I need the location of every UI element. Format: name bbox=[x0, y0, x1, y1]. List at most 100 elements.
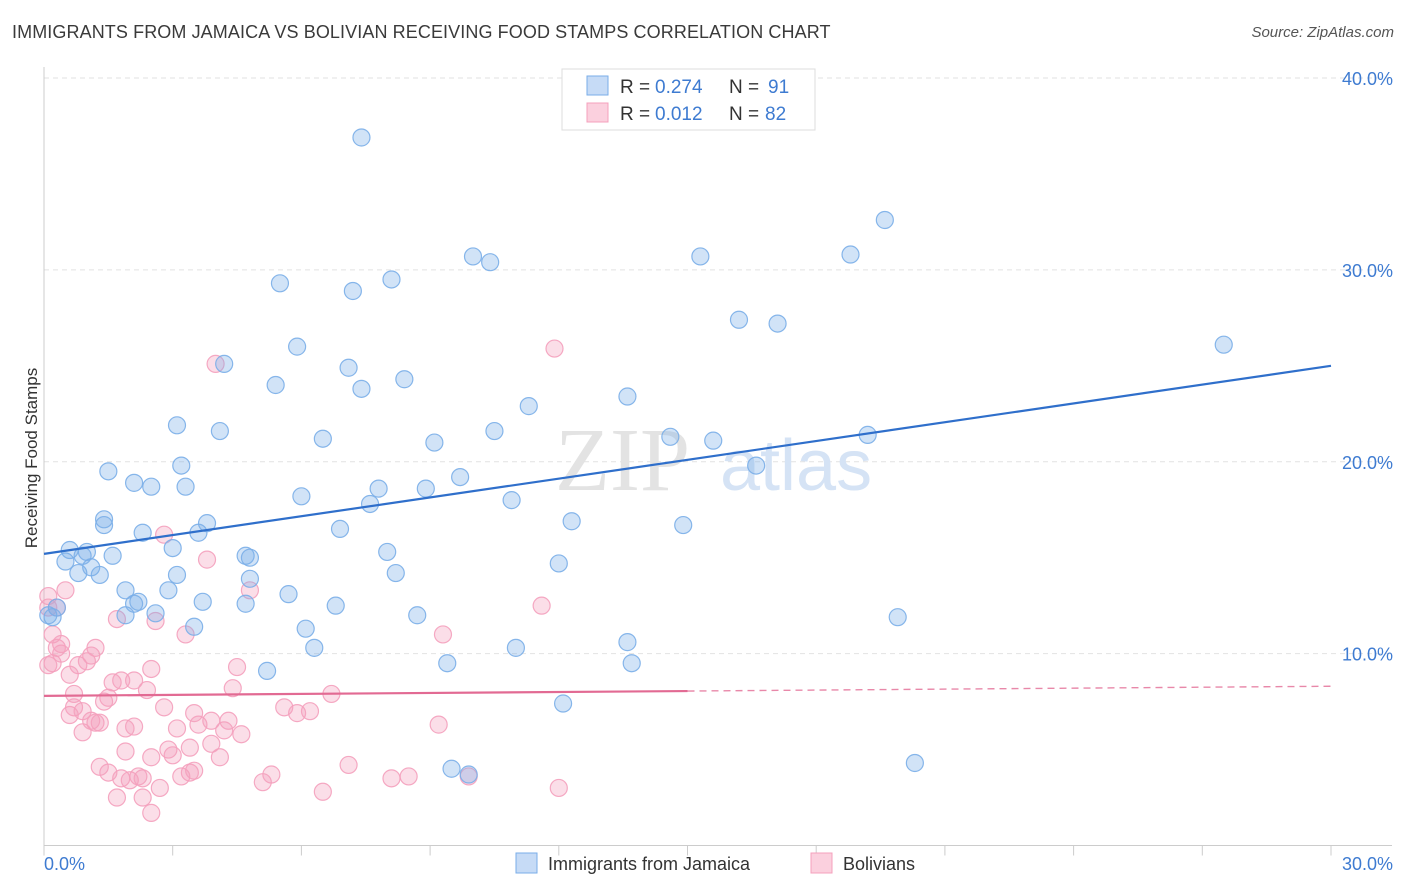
jamaica-trend-line-solid bbox=[43, 364, 1332, 555]
bolivian-point bbox=[64, 698, 84, 717]
bolivian-point bbox=[549, 778, 568, 798]
bolivian-point bbox=[124, 717, 144, 736]
source-credit: Source: ZipAtlas.com bbox=[1251, 24, 1394, 41]
bolivian-point bbox=[300, 702, 320, 721]
bolivian-points bbox=[39, 339, 568, 822]
bolivian-point bbox=[39, 656, 58, 675]
series-legend: Immigrants from Jamaica Bolivians bbox=[515, 852, 915, 874]
jamaica-point bbox=[185, 617, 204, 636]
jamaica-r-value: 0.274 bbox=[655, 77, 703, 98]
jamaica-point bbox=[704, 431, 723, 450]
jamaica-point bbox=[193, 592, 212, 611]
tick-labels: 10.0% 20.0% 30.0% 40.0% 0.0% 30.0% bbox=[44, 69, 1393, 874]
bolivian-point bbox=[142, 803, 161, 822]
x-tick-label-max: 30.0% bbox=[1342, 854, 1393, 874]
jamaica-point bbox=[888, 608, 907, 627]
bolivian-point bbox=[313, 782, 332, 801]
jamaica-point bbox=[103, 546, 122, 565]
bolivian-point bbox=[142, 659, 161, 679]
jamaica-point bbox=[146, 604, 165, 623]
bolivian-point bbox=[64, 684, 84, 704]
bolivian-point bbox=[124, 671, 144, 690]
watermark-zip: ZIP bbox=[555, 411, 690, 510]
bolivian-point bbox=[150, 778, 169, 798]
watermark: ZIP atlas bbox=[555, 411, 872, 510]
jamaica-point bbox=[395, 370, 414, 389]
jamaica-point bbox=[305, 638, 324, 657]
jamaica-point bbox=[257, 661, 277, 680]
bolivian-point bbox=[107, 788, 127, 807]
jamaica-point bbox=[747, 456, 766, 475]
jamaica-point bbox=[438, 654, 457, 673]
jamaica-point bbox=[386, 563, 405, 583]
jamaica-point bbox=[408, 606, 427, 625]
jamaica-point bbox=[167, 565, 187, 585]
jamaica-point bbox=[339, 358, 358, 377]
jamaica-point bbox=[56, 552, 75, 571]
jamaica-point bbox=[875, 210, 894, 230]
bolivian-point bbox=[382, 769, 401, 788]
jamaica-point bbox=[442, 759, 461, 778]
bolivian-r-label: R = bbox=[620, 104, 650, 125]
jamaica-point bbox=[451, 468, 470, 487]
chart-title: IMMIGRANTS FROM JAMAICA VS BOLIVIAN RECE… bbox=[12, 22, 831, 42]
bolivian-point bbox=[99, 688, 118, 707]
watermark-atlas: atlas bbox=[720, 426, 872, 506]
jamaica-point bbox=[674, 515, 693, 535]
jamaica-point bbox=[382, 270, 401, 289]
bolivian-point bbox=[163, 746, 182, 765]
bolivian-point bbox=[69, 656, 88, 675]
bolivian-point bbox=[90, 713, 109, 732]
jamaica-point bbox=[167, 416, 187, 435]
jamaica-point bbox=[378, 542, 397, 562]
jamaica-point bbox=[352, 379, 371, 398]
jamaica-point bbox=[288, 337, 307, 356]
jamaica-point bbox=[210, 421, 229, 441]
jamaica-point bbox=[416, 479, 435, 498]
jamaica-point bbox=[39, 606, 58, 625]
bolivian-r-value: 0.012 bbox=[655, 104, 703, 125]
stats-legend: R = 0.274 N = 91 R = 0.012 N = 82 bbox=[561, 68, 816, 131]
y-tick-label: 30.0% bbox=[1342, 261, 1393, 281]
legend-jamaica-swatch bbox=[515, 852, 538, 874]
jamaica-point bbox=[343, 281, 362, 301]
jamaica-point bbox=[506, 638, 526, 657]
bolivian-point bbox=[232, 725, 251, 744]
jamaica-point bbox=[129, 592, 148, 611]
bolivian-point bbox=[86, 713, 105, 732]
jamaica-point bbox=[236, 594, 255, 613]
jamaica-point bbox=[553, 694, 573, 713]
bolivian-point bbox=[339, 755, 358, 775]
jamaica-n-value: 91 bbox=[768, 77, 789, 98]
bolivian-point bbox=[52, 644, 71, 663]
jamaica-point bbox=[94, 515, 114, 535]
bolivian-point bbox=[197, 550, 217, 569]
jamaica-point bbox=[459, 765, 478, 784]
jamaica-point bbox=[159, 581, 178, 600]
legend-bolivian-swatch bbox=[810, 852, 833, 874]
jamaica-point bbox=[90, 565, 109, 585]
bolivian-point bbox=[86, 638, 105, 657]
bolivian-point bbox=[155, 698, 174, 717]
x-tick-label-min: 0.0% bbox=[44, 854, 85, 874]
jamaica-n-label: N = bbox=[729, 77, 759, 98]
jamaica-point bbox=[313, 429, 332, 448]
y-tick-label: 40.0% bbox=[1342, 69, 1393, 89]
jamaica-point bbox=[562, 512, 581, 531]
jamaica-point bbox=[618, 387, 637, 406]
jamaica-point bbox=[729, 310, 749, 329]
jamaica-point bbox=[905, 753, 924, 773]
jamaica-point bbox=[296, 619, 315, 638]
bolivian-point bbox=[219, 711, 238, 730]
jamaica-point bbox=[463, 247, 483, 266]
bolivian-point bbox=[142, 748, 161, 767]
jamaica-point bbox=[99, 462, 118, 481]
jamaica-point bbox=[330, 519, 350, 539]
bolivian-point bbox=[215, 721, 234, 740]
jamaica-point bbox=[326, 596, 345, 615]
jamaica-point bbox=[172, 456, 191, 475]
bolivian-n-value: 82 bbox=[765, 104, 786, 125]
bolivian-point bbox=[116, 742, 135, 761]
bolivian-point bbox=[112, 671, 131, 690]
bolivian-n-label: N = bbox=[729, 104, 759, 125]
